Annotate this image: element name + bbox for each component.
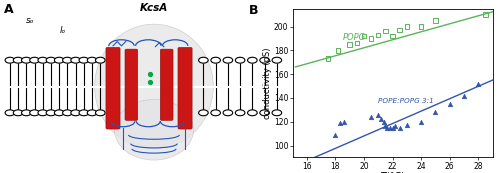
Circle shape (71, 57, 81, 63)
Point (346, 43, 354, 46)
Circle shape (79, 110, 88, 116)
Text: POPG: POPG (342, 33, 365, 42)
Circle shape (38, 110, 48, 116)
Point (374, 33, 382, 36)
Ellipse shape (114, 99, 194, 160)
Circle shape (14, 110, 23, 116)
Point (388, 126, 396, 129)
FancyBboxPatch shape (106, 47, 120, 129)
Point (460, 94, 468, 97)
Circle shape (272, 110, 281, 116)
Point (474, 82, 482, 85)
Point (432, 111, 440, 114)
Point (417, 25, 425, 28)
Circle shape (62, 110, 72, 116)
Circle shape (88, 57, 97, 63)
Point (374, 113, 382, 116)
Point (388, 35, 396, 37)
FancyBboxPatch shape (160, 49, 173, 120)
X-axis label: T(°C): T(°C) (380, 172, 405, 173)
Text: sₒ: sₒ (26, 16, 34, 25)
Point (482, 13, 490, 16)
Point (336, 121, 344, 124)
Circle shape (223, 57, 232, 63)
Point (324, 57, 332, 60)
Circle shape (260, 110, 270, 116)
Text: A: A (4, 3, 14, 16)
Circle shape (248, 110, 257, 116)
Point (353, 42, 361, 45)
Ellipse shape (94, 24, 214, 149)
Point (446, 102, 454, 105)
Point (383, 126, 391, 129)
Point (403, 25, 411, 28)
Circle shape (223, 110, 232, 116)
Point (382, 30, 390, 33)
Y-axis label: conductivity (pS): conductivity (pS) (264, 47, 272, 119)
Circle shape (211, 110, 220, 116)
Circle shape (198, 110, 208, 116)
Circle shape (79, 57, 88, 63)
Point (432, 19, 440, 22)
Point (377, 118, 385, 121)
Circle shape (54, 57, 64, 63)
Circle shape (46, 57, 56, 63)
Text: lₒ: lₒ (60, 26, 66, 35)
Circle shape (22, 57, 31, 63)
Circle shape (5, 110, 15, 116)
Circle shape (96, 57, 105, 63)
Point (332, 133, 340, 136)
Circle shape (5, 57, 15, 63)
Point (417, 120, 425, 123)
Circle shape (248, 57, 257, 63)
Point (396, 126, 404, 129)
Circle shape (198, 57, 208, 63)
Circle shape (96, 110, 105, 116)
Circle shape (62, 57, 72, 63)
FancyBboxPatch shape (178, 47, 192, 129)
Circle shape (260, 57, 270, 63)
FancyBboxPatch shape (125, 49, 138, 120)
Circle shape (236, 57, 245, 63)
Text: B: B (248, 4, 258, 17)
Circle shape (71, 110, 81, 116)
Circle shape (272, 57, 281, 63)
Point (334, 49, 342, 52)
Circle shape (30, 110, 40, 116)
Circle shape (14, 57, 23, 63)
Circle shape (236, 110, 245, 116)
Circle shape (88, 110, 97, 116)
Circle shape (30, 57, 40, 63)
Circle shape (54, 110, 64, 116)
Point (382, 125, 390, 128)
Point (380, 120, 388, 123)
Point (396, 29, 404, 31)
Circle shape (211, 57, 220, 63)
Point (340, 120, 348, 123)
Circle shape (22, 110, 31, 116)
Point (367, 116, 375, 118)
Point (360, 35, 368, 37)
Circle shape (46, 110, 56, 116)
Circle shape (38, 57, 48, 63)
Point (403, 124, 411, 127)
Point (386, 126, 394, 129)
Text: KcsA: KcsA (140, 3, 168, 13)
Text: POPE:POPG 3:1: POPE:POPG 3:1 (378, 98, 434, 104)
Point (367, 37, 375, 40)
Point (392, 125, 400, 128)
